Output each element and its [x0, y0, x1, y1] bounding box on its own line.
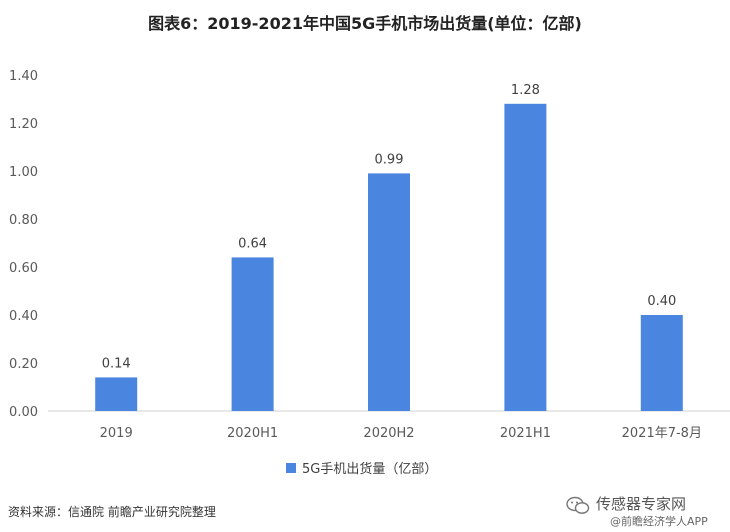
y-tick-label: 1.00: [9, 165, 38, 180]
source-note: 资料来源：信通院 前瞻产业研究院整理: [8, 505, 216, 519]
data-label: 0.14: [102, 356, 131, 371]
x-tick-label: 2020H2: [363, 426, 414, 441]
y-tick-label: 0.20: [9, 357, 38, 372]
legend: 5G手机出货量（亿部）: [286, 458, 437, 477]
bar-2021H1: [504, 103, 547, 412]
bar-layer: 0.14 0.64 0.99 1.28 0.40: [95, 83, 683, 412]
y-tick-label: 0.00: [9, 405, 38, 420]
wechat-icon: [566, 496, 590, 514]
data-label: 0.99: [375, 152, 404, 167]
data-label: 0.64: [238, 236, 267, 251]
x-tick-label: 2019: [100, 426, 133, 441]
x-tick-label: 2021H1: [500, 426, 551, 441]
x-tick-label: 2021年7-8月: [622, 426, 702, 441]
bar-2020H1: [231, 257, 274, 411]
axis-layer: 0.00 0.20 0.40 0.60 0.80 1.00 1.20 1.40 2019 2020…: [9, 69, 730, 441]
watermark-app: @前瞻经济学人APP: [610, 515, 708, 528]
y-tick-label: 0.60: [9, 261, 38, 276]
x-tick-label: 2020H1: [227, 426, 278, 441]
y-tick-label: 0.80: [9, 213, 38, 228]
legend-label: 5G手机出货量（亿部）: [302, 462, 438, 477]
y-tick-label: 1.40: [9, 69, 38, 84]
y-tick-label: 1.20: [9, 117, 38, 132]
bar-2020H2: [368, 173, 410, 411]
watermark-brand: 传感器专家网: [596, 495, 687, 513]
legend-swatch: [286, 462, 296, 473]
bar-2019: [95, 377, 138, 411]
chart-title: 图表6：2019-2021年中国5G手机市场出货量(单位：亿部): [148, 14, 582, 33]
data-label: 0.40: [647, 294, 676, 309]
y-tick-label: 0.40: [9, 309, 38, 324]
bar-2021年7-8月: [640, 315, 683, 411]
data-label: 1.28: [511, 83, 540, 98]
